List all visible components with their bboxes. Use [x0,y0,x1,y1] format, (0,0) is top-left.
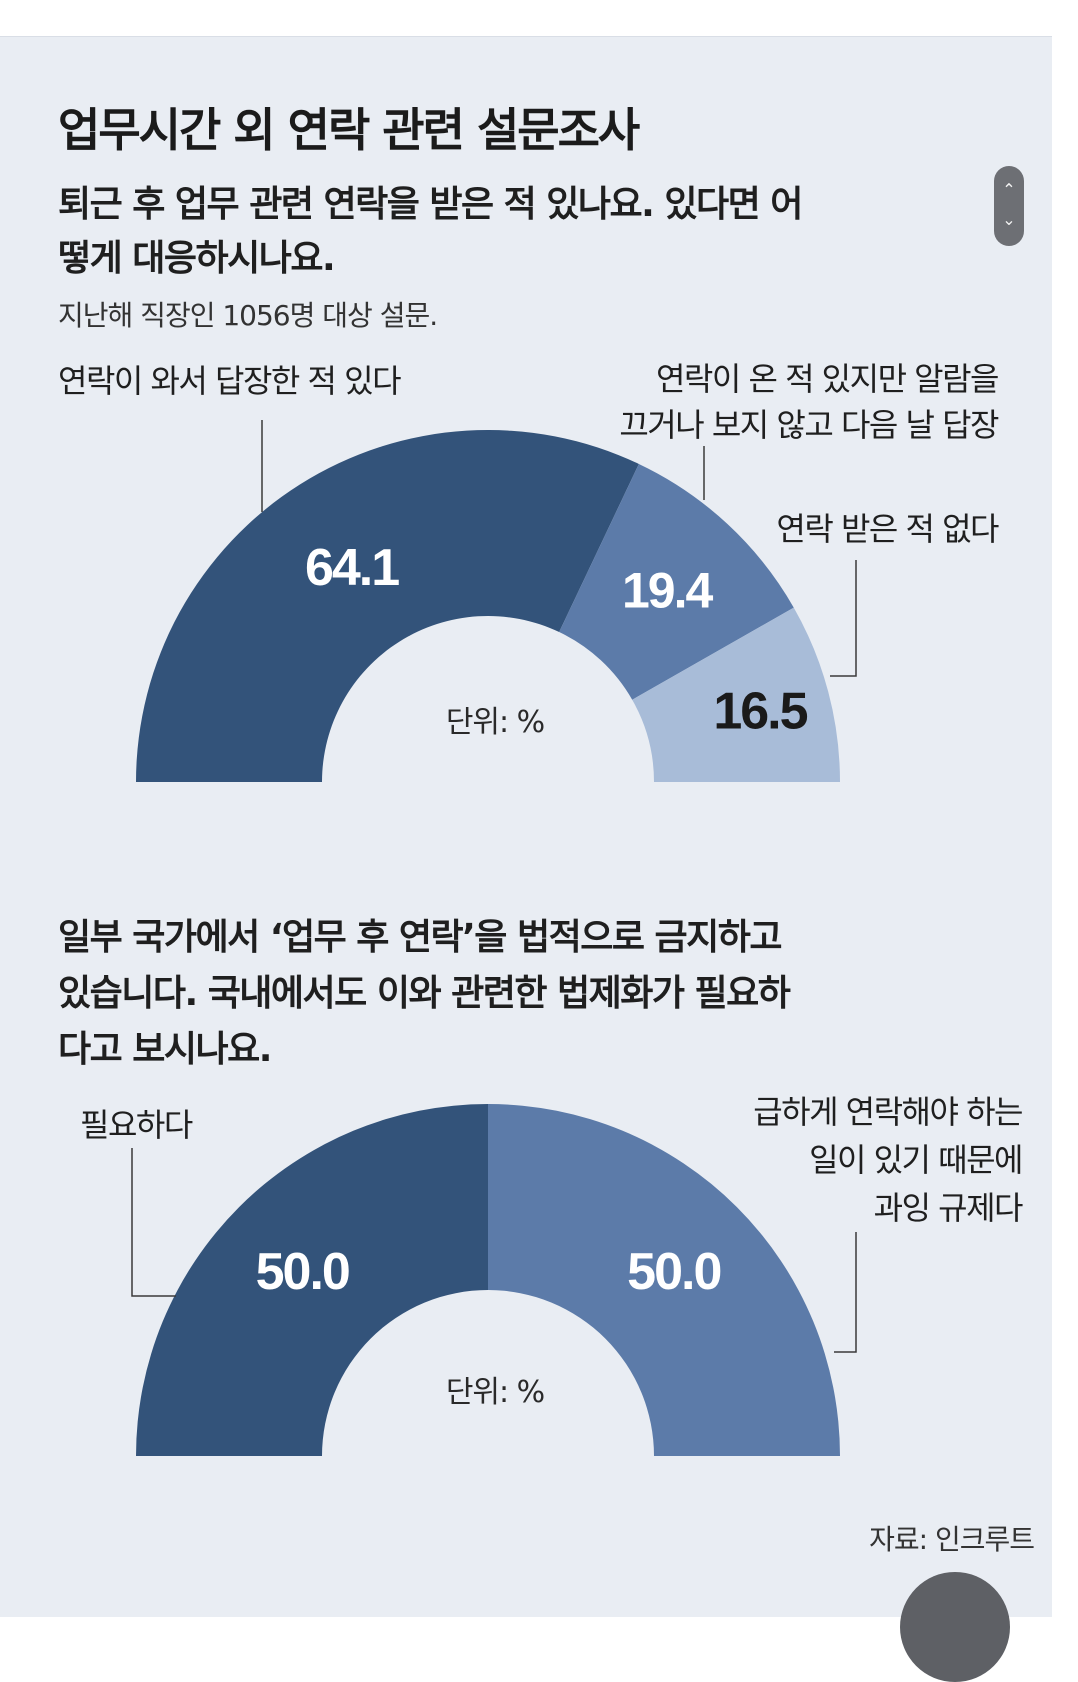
chart2-label-overregulation-line3: 과잉 규제다 [873,1189,1024,1227]
chart2-label-needed: 필요하다 [80,1106,193,1144]
floating-action-button[interactable] [900,1572,1010,1682]
chart1-slice-2 [559,463,794,700]
chart1-value-label-1: 64.1 [305,539,399,597]
chart1-semi-donut: 64.1 19.4 16.5 단위: % [136,420,857,782]
chart2-label-overregulation-line2: 일이 있기 때문에 [809,1141,1023,1179]
chart2-label-overregulation: 급하게 연락해야 하는 일이 있기 때문에 과잉 규제다 [753,1088,1024,1232]
chart1-label-next-day: 연락이 온 적 있지만 알람을 끄거나 보지 않고 다음 날 답장 [619,356,1000,448]
chart2-label-overregulation-line1: 급하게 연락해야 하는 [753,1093,1023,1131]
chart1-label-replied: 연락이 와서 답장한 적 있다 [58,362,402,400]
chart1-slice-3 [632,607,840,782]
chart2-unit-label: 단위: % [446,1375,544,1410]
source-credit: 자료: 인크루트 [869,1523,1035,1556]
chart2-semi-donut: 50.0 50.0 단위: % [131,1104,857,1456]
question-2: 일부 국가에서 ‘업무 후 연락’을 법적으로 금지하고 있습니다. 국내에서도… [58,917,791,1070]
chart2-leader-overregulation [834,1232,857,1353]
scroll-control[interactable]: ⌃ ⌄ [994,166,1024,246]
chart1-label-never: 연락 받은 적 없다 [776,510,999,548]
chart1-leader-never [830,560,857,677]
chart2-slice-2 [488,1104,840,1456]
survey-note: 지난해 직장인 1056명 대상 설문. [58,299,438,332]
chart2-value-label-1: 50.0 [256,1243,349,1301]
chevron-down-icon[interactable]: ⌄ [1002,210,1016,229]
chart1-label-next-day-line2: 끄거나 보지 않고 다음 날 답장 [619,406,999,444]
chart2-value-label-2: 50.0 [627,1243,720,1301]
chart1-unit-label: 단위: % [446,705,544,740]
page-title: 업무시간 외 연락 관련 설문조사 [58,103,640,157]
chart1-label-next-day-line1: 연락이 온 적 있지만 알람을 [655,360,1000,398]
chart2-leader-needed [131,1148,176,1297]
chart1-slice-1 [136,430,639,782]
chart1-value-label-2: 19.4 [622,562,714,618]
chevron-up-icon[interactable]: ⌃ [1002,180,1016,199]
chart2-slice-1 [136,1104,488,1456]
chart1-value-label-3: 16.5 [713,683,807,741]
question-1: 퇴근 후 업무 관련 연락을 받은 적 있나요. 있다면 어떻게 대응하시나요. [58,184,803,279]
